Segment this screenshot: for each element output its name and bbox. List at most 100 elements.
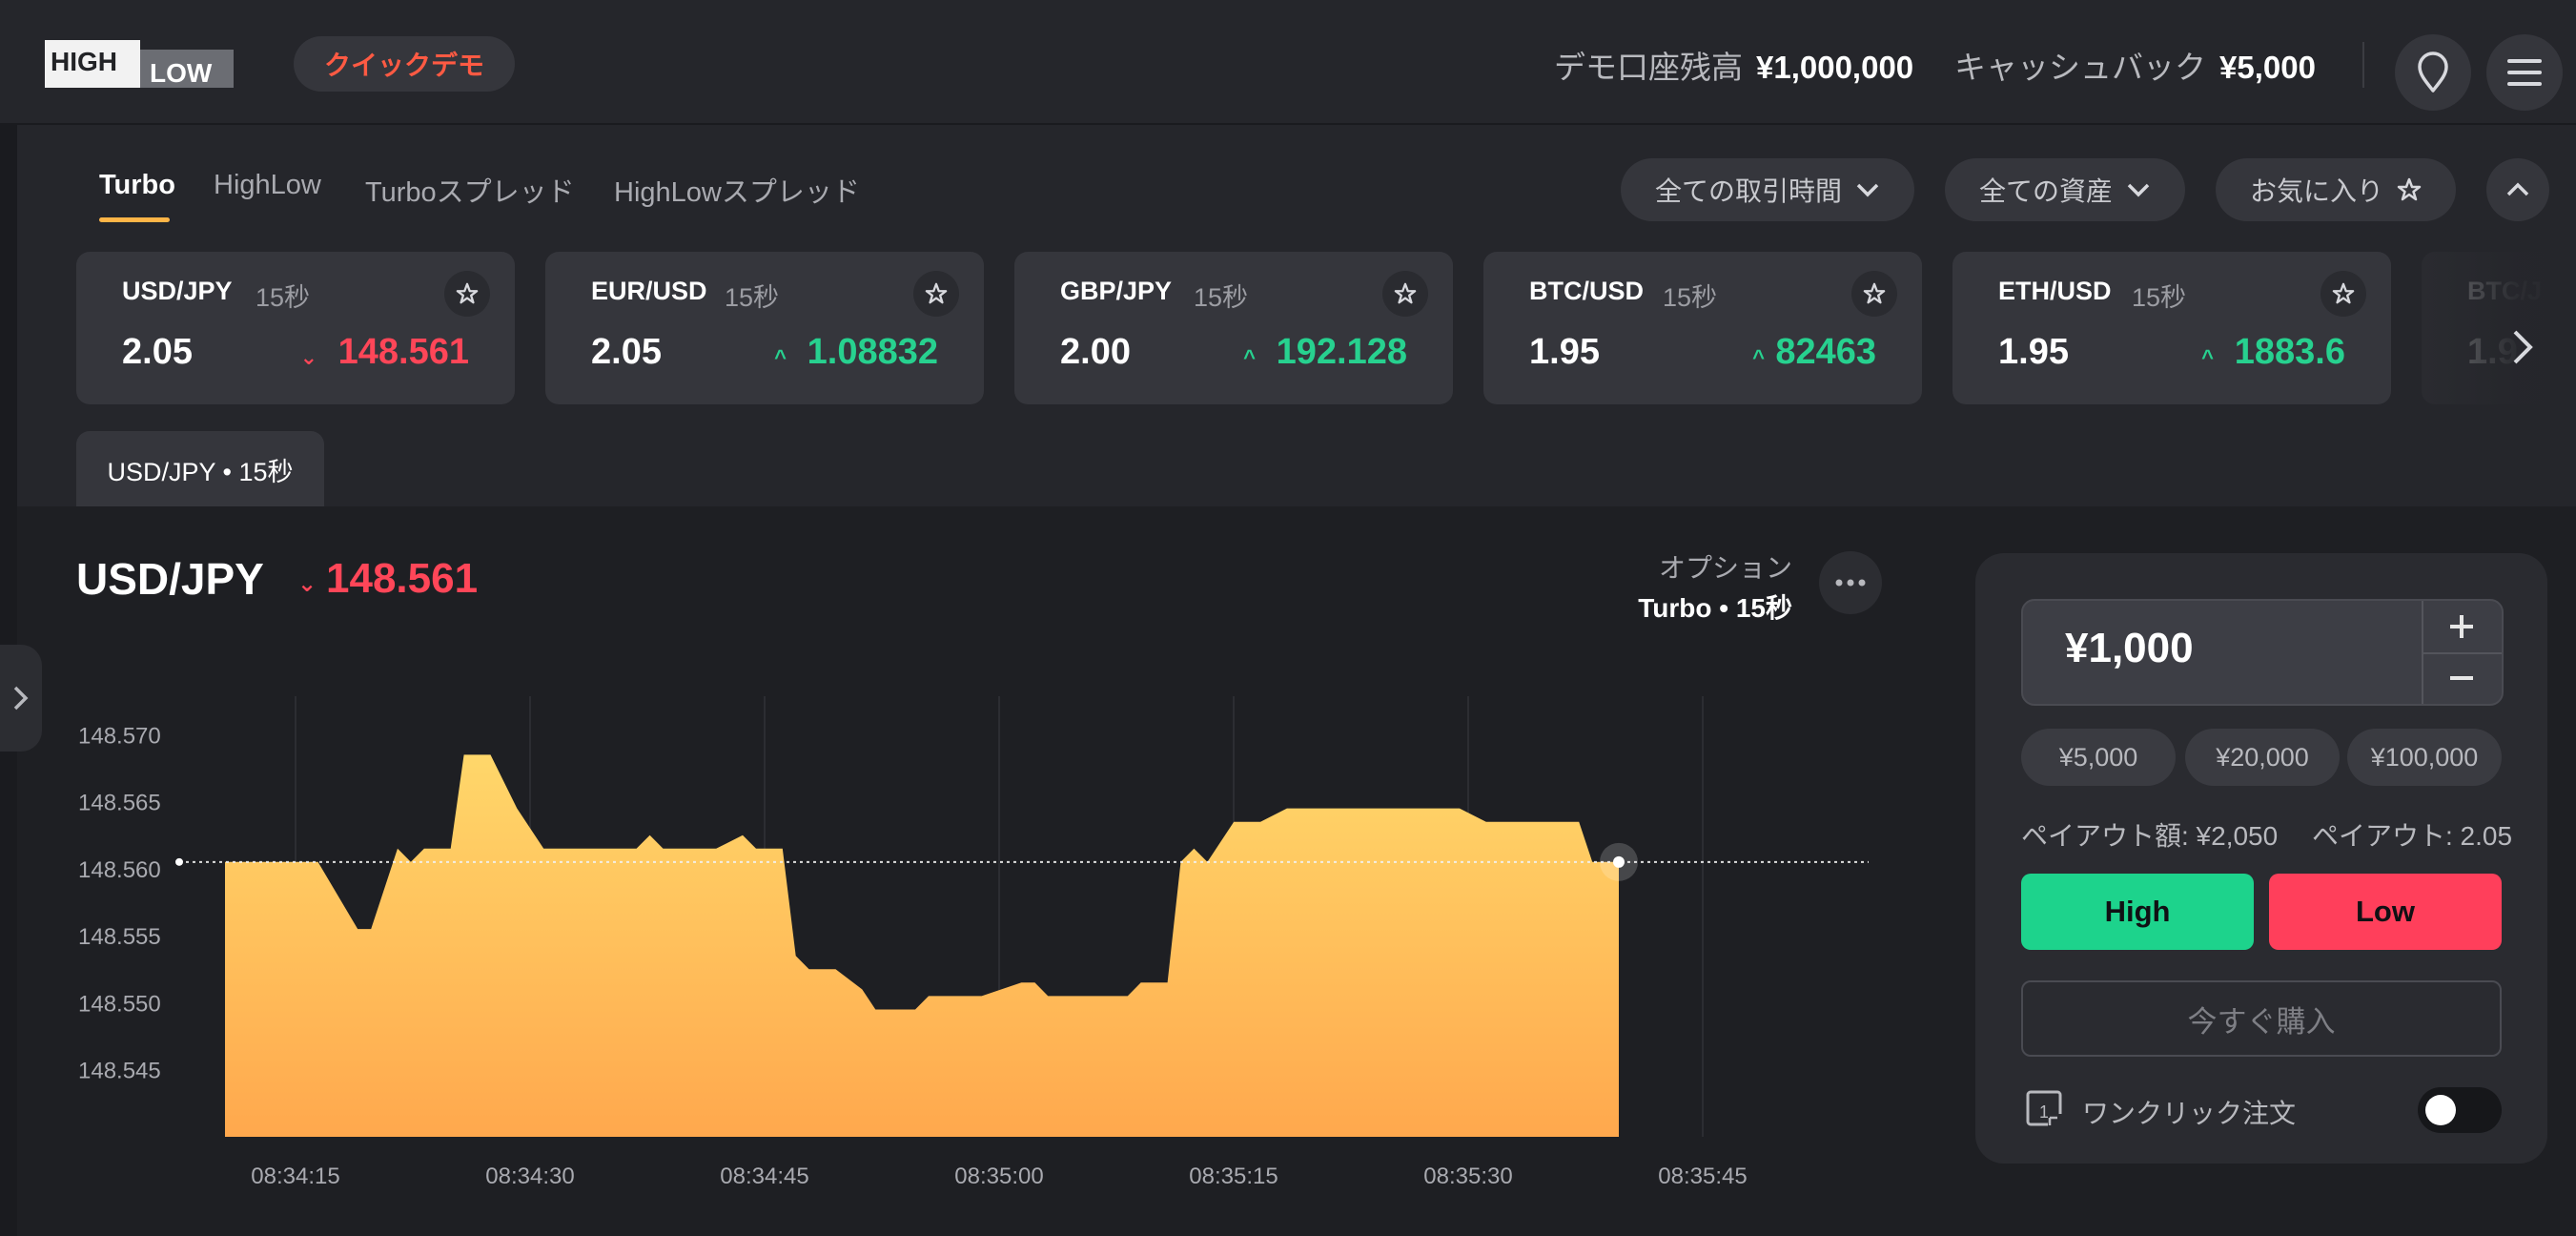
asset-card-ethusd[interactable]: ETH/USD 15秒 1.95 ^ 1883.6 — [1952, 252, 2391, 404]
x-axis-tick-label: 08:35:00 — [954, 1164, 1043, 1189]
buy-now-button[interactable]: 今すぐ購入 — [2021, 980, 2502, 1057]
star-icon — [2332, 282, 2355, 304]
one-click-order-label: ワンクリック注文 — [2082, 1099, 2297, 1128]
collapse-button[interactable] — [2486, 158, 2549, 221]
asset-filter[interactable]: 全ての資産 — [1945, 158, 2185, 221]
x-axis-tick-label: 08:35:45 — [1658, 1164, 1747, 1189]
asset-filter-label: 全ての資産 — [1978, 176, 2113, 206]
one-click-icon: 1 — [2026, 1090, 2063, 1127]
location-button[interactable] — [2395, 34, 2471, 111]
asset-pair: EUR/USD — [591, 277, 707, 305]
chevron-right-icon — [13, 686, 29, 711]
chevron-down-icon — [2127, 183, 2150, 197]
trading-time-filter[interactable]: 全ての取引時間 — [1621, 158, 1914, 221]
asset-pair: ETH/USD — [1998, 277, 2112, 305]
option-label: オプション — [1658, 553, 1792, 583]
menu-button[interactable] — [2486, 34, 2563, 111]
chevron-up-icon: ^ — [1752, 345, 1765, 369]
payout-rate: ペイアウト: 2.05 — [2311, 821, 2513, 851]
y-axis-tick-label: 148.555 — [78, 924, 161, 950]
favorite-star-button[interactable] — [1382, 271, 1428, 317]
highlow-logo[interactable]: HIGH LOW — [45, 36, 234, 92]
chevron-up-icon — [2506, 182, 2529, 196]
tab-highlow[interactable]: HighLow — [214, 170, 321, 200]
quick-demo-button[interactable]: クイックデモ — [294, 36, 515, 92]
cashback: キャッシュバック ¥5,000 — [1954, 42, 2316, 88]
asset-pair: GBP/JPY — [1060, 277, 1173, 305]
favorites-filter[interactable]: お気に入り — [2216, 158, 2456, 221]
quick-amount-100000[interactable]: ¥100,000 — [2347, 729, 2502, 786]
favorite-star-button[interactable] — [2320, 271, 2366, 317]
chart-current-price: 148.561 — [326, 555, 479, 602]
asset-card-eurusd[interactable]: EUR/USD 15秒 2.05 ^ 1.08832 — [545, 252, 984, 404]
plus-icon — [2450, 615, 2473, 638]
asset-price: 192.128 — [1276, 332, 1407, 372]
more-options-button[interactable] — [1819, 551, 1882, 614]
y-axis-tick-label: 148.570 — [78, 723, 161, 749]
favorites-filter-label: お気に入り — [2249, 176, 2383, 206]
star-icon — [1863, 282, 1886, 304]
asset-payout: 1.95 — [1529, 332, 1600, 372]
chart-symbol: USD/JPY — [76, 554, 264, 604]
low-button[interactable]: Low — [2269, 874, 2502, 950]
asset-card-usdjpy[interactable]: USD/JPY 15秒 2.05 ⌄ 148.561 — [76, 252, 515, 404]
quick-amount-5000[interactable]: ¥5,000 — [2021, 729, 2176, 786]
asset-card-gbpjpy[interactable]: GBP/JPY 15秒 2.00 ^ 192.128 — [1014, 252, 1453, 404]
x-axis-tick-label: 08:35:30 — [1423, 1164, 1512, 1189]
asset-price: 82463 — [1775, 332, 1876, 372]
decrease-amount-button[interactable] — [2422, 652, 2502, 704]
increase-amount-button[interactable] — [2422, 601, 2502, 652]
sidebar-toggle[interactable] — [0, 645, 42, 752]
star-icon — [456, 282, 479, 304]
chart-tab-usdjpy[interactable]: USD/JPY • 15秒 — [76, 431, 324, 507]
current-price-line-start — [175, 857, 183, 866]
top-header: HIGH LOW クイックデモ デモ口座残高 ¥1,000,000 キャッシュバッ… — [0, 0, 2576, 125]
option-value: Turbo • 15秒 — [1638, 593, 1792, 623]
demo-balance: デモ口座残高 ¥1,000,000 — [1554, 42, 1913, 88]
header-divider — [2362, 42, 2364, 88]
svg-text:LOW: LOW — [150, 58, 213, 88]
tab-highlow-spread[interactable]: HighLowスプレッド — [614, 177, 860, 208]
high-button[interactable]: High — [2021, 874, 2254, 950]
chevron-right-icon[interactable] — [2509, 328, 2536, 366]
stepper-divider — [2422, 652, 2502, 654]
asset-price: 1883.6 — [2234, 332, 2345, 372]
x-axis-tick-label: 08:35:15 — [1189, 1164, 1278, 1189]
hamburger-menu-icon — [2507, 59, 2542, 86]
y-axis-tick-label: 148.560 — [78, 857, 161, 883]
asset-duration: 15秒 — [1194, 283, 1249, 312]
chevron-up-icon: ^ — [2201, 345, 2214, 369]
toggle-knob[interactable] — [2425, 1095, 2456, 1125]
cashback-value: ¥5,000 — [2219, 50, 2316, 85]
svg-text:1: 1 — [2039, 1102, 2049, 1122]
star-icon — [1394, 282, 1417, 304]
quick-amount-20000[interactable]: ¥20,000 — [2185, 729, 2340, 786]
favorite-star-button[interactable] — [444, 271, 490, 317]
chevron-up-icon: ^ — [774, 345, 787, 369]
y-axis-tick-label: 148.545 — [78, 1059, 161, 1084]
demo-balance-value: ¥1,000,000 — [1756, 50, 1914, 85]
favorite-star-button[interactable] — [913, 271, 959, 317]
x-axis-tick-label: 08:34:45 — [720, 1164, 808, 1189]
tab-turbo-spread[interactable]: Turboスプレッド — [365, 177, 575, 208]
active-tab-indicator — [99, 217, 170, 222]
favorite-star-button[interactable] — [1851, 271, 1897, 317]
current-price-marker — [1613, 855, 1625, 868]
asset-payout: 2.05 — [591, 332, 662, 372]
asset-payout: 1.95 — [1998, 332, 2069, 372]
more-dots-icon — [1835, 579, 1866, 587]
tab-turbo[interactable]: Turbo — [99, 170, 175, 200]
price-chart[interactable]: 148.570 148.565 148.560 148.555 148.550 148.5… — [0, 668, 1964, 1202]
star-icon — [2397, 177, 2422, 201]
amount-value[interactable]: ¥1,000 — [2065, 625, 2194, 671]
cashback-label: キャッシュバック — [1954, 50, 2206, 85]
star-icon — [925, 282, 948, 304]
x-axis-tick-label: 08:34:30 — [485, 1164, 574, 1189]
card-list-fade — [2422, 252, 2576, 404]
asset-card-btcusd[interactable]: BTC/USD 15秒 1.95 ^ 82463 — [1483, 252, 1922, 404]
demo-balance-label: デモ口座残高 — [1554, 50, 1743, 85]
asset-duration: 15秒 — [1663, 283, 1718, 312]
asset-price: 148.561 — [337, 332, 469, 372]
svg-text:HIGH: HIGH — [51, 47, 117, 76]
y-axis-tick-label: 148.550 — [78, 991, 161, 1017]
